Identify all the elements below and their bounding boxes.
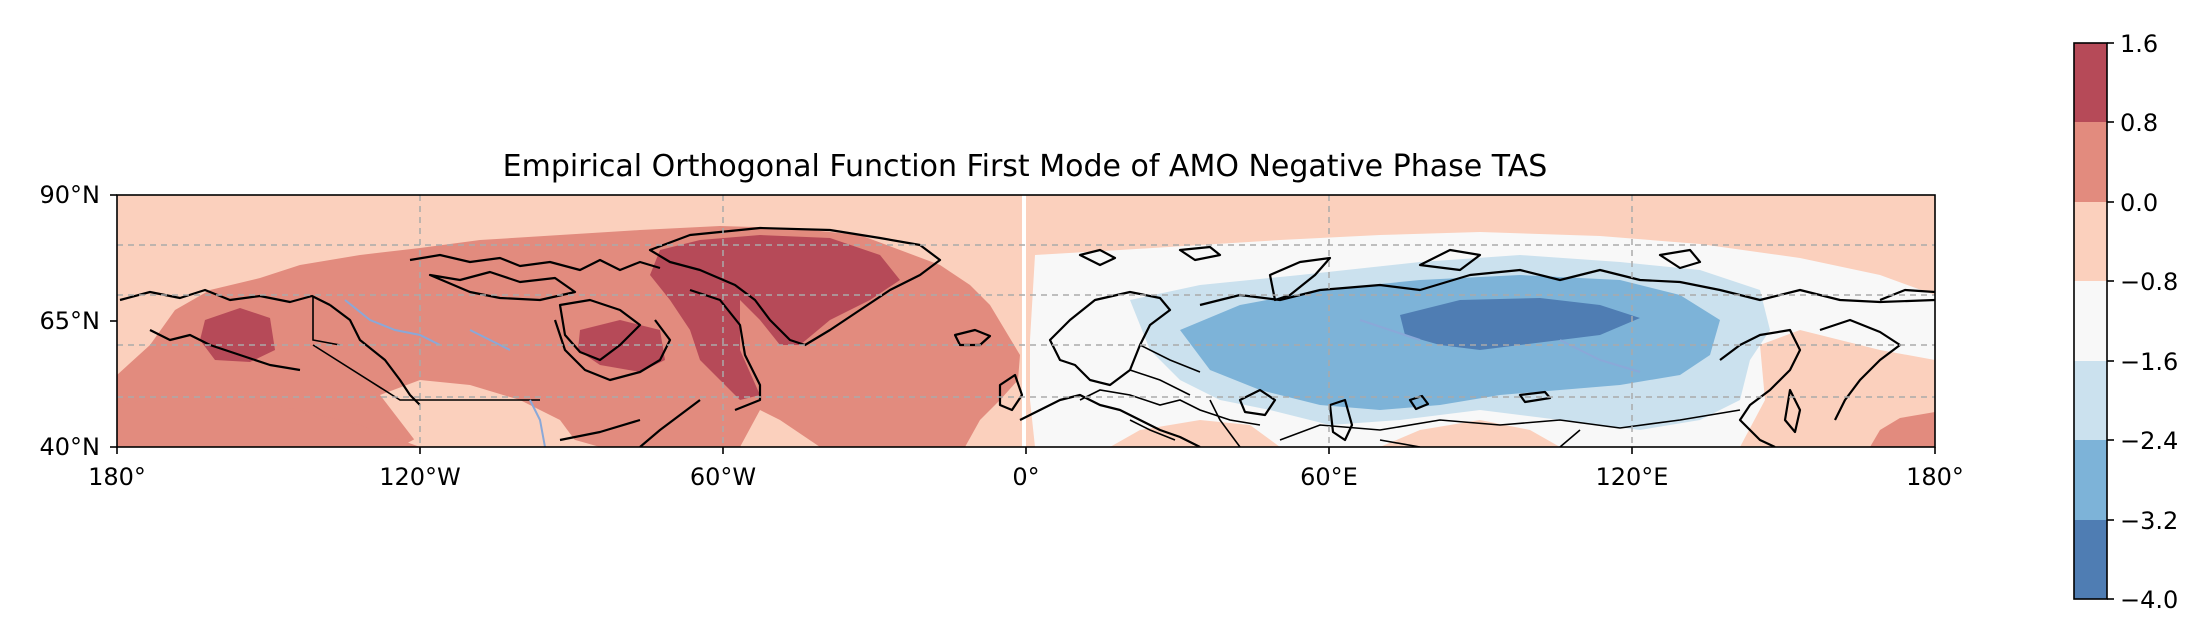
colorbar-frame — [2073, 42, 2108, 600]
x-tick-label: 0° — [1012, 463, 1039, 491]
colorbar-tick-label: −4.0 — [2120, 586, 2178, 614]
colorbar-tick-label: −0.8 — [2120, 268, 2178, 296]
x-tick-label: 120°W — [379, 463, 461, 491]
colorbar-segment — [2074, 122, 2107, 202]
y-tick-label: 90°N — [40, 181, 101, 209]
x-tick-label: 60°W — [690, 463, 756, 491]
cyclic-seam — [1022, 195, 1026, 447]
x-tick-label: 180° — [88, 463, 146, 491]
anomaly-region-positive-pacific — [117, 395, 420, 447]
colorbar-segment — [2074, 281, 2107, 361]
colorbar-segment — [2074, 43, 2107, 122]
colorbar-tick-label: 0.8 — [2120, 109, 2158, 137]
colorbar-segment — [2074, 361, 2107, 440]
x-axis: 180° 120°W 60°W 0° 60°E 120°E 180° — [88, 447, 1964, 491]
colorbar-segment — [2074, 202, 2107, 281]
anomaly-region-positive-nw-pacific — [1870, 412, 1935, 447]
x-tick-label: 60°E — [1300, 463, 1358, 491]
x-tick-label: 180° — [1906, 463, 1964, 491]
colorbar-segment — [2074, 440, 2107, 520]
colorbar-tick-label: 0.0 — [2120, 189, 2158, 217]
y-tick-label: 65°N — [40, 307, 101, 335]
map-title: Empirical Orthogonal Function First Mode… — [503, 149, 1548, 184]
colorbar-ticks — [2107, 42, 2114, 600]
y-tick-label: 40°N — [40, 433, 101, 461]
rivers — [344, 299, 1641, 447]
y-axis: 40°N 65°N 90°N — [40, 181, 117, 461]
colorbar-segment — [2074, 520, 2107, 599]
colorbar-tick-label: −1.6 — [2120, 348, 2178, 376]
anomaly-region-strong-negative — [1400, 298, 1640, 350]
map-panel — [117, 195, 1935, 447]
colorbar-tick-label: −3.2 — [2120, 507, 2178, 535]
colorbar-tick-label: −2.4 — [2120, 427, 2178, 455]
colorbar: 1.6 0.8 0.0 −0.8 −1.6 −2.4 −3.2 −4.0 — [2073, 30, 2178, 614]
colorbar-tick-label: 1.6 — [2120, 30, 2158, 58]
country-borders — [312, 296, 1741, 447]
x-tick-label: 120°E — [1596, 463, 1669, 491]
gridlines — [117, 195, 1935, 447]
